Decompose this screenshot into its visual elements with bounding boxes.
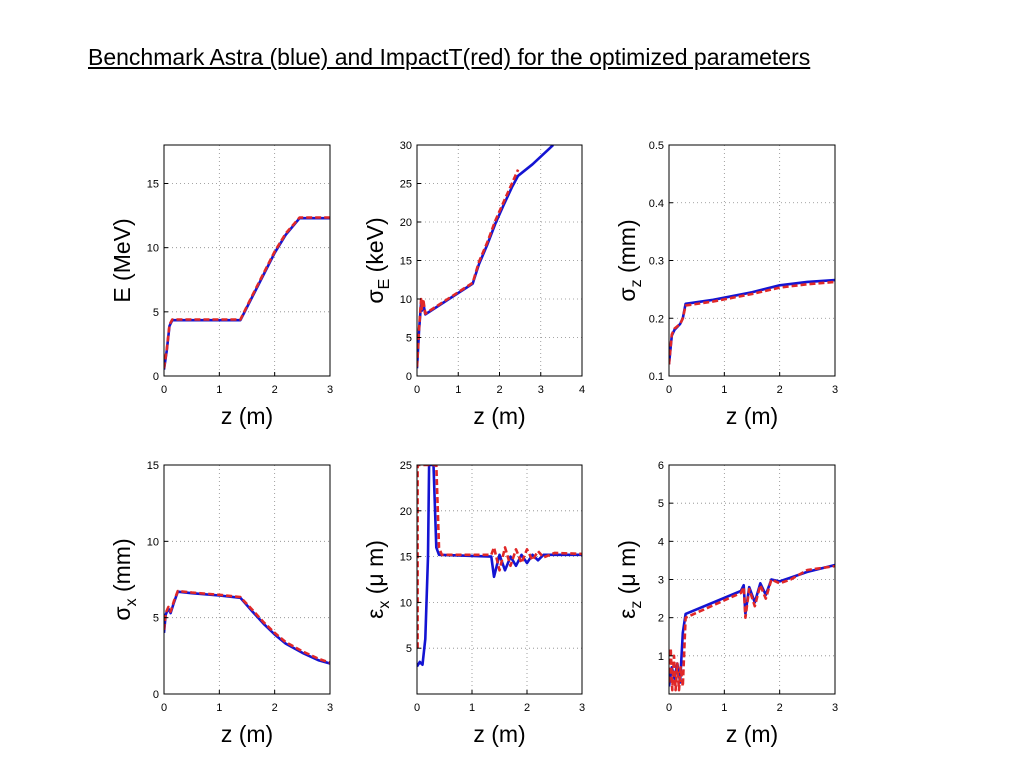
x-tick-label: 3	[538, 384, 544, 396]
slide-title: Benchmark Astra (blue) and ImpactT(red) …	[88, 44, 811, 70]
y-tick-label: 0	[406, 371, 412, 383]
y-tick-label: 5	[406, 333, 412, 345]
x-tick-label: 0	[666, 702, 672, 714]
y-tick-label: 6	[658, 460, 664, 472]
x-axis-label: z (m)	[221, 403, 273, 429]
x-tick-label: 0	[414, 702, 420, 714]
x-tick-label: 3	[832, 702, 838, 714]
series-line-impactt	[164, 589, 330, 664]
y-tick-label: 5	[153, 613, 159, 625]
x-tick-label: 2	[272, 702, 278, 714]
x-tick-label: 1	[216, 384, 222, 396]
x-tick-label: 0	[666, 384, 672, 396]
y-tick-label: 0.3	[649, 256, 664, 268]
y-tick-label: 10	[400, 294, 412, 306]
y-tick-label: 10	[147, 536, 159, 548]
x-tick-label: 1	[216, 702, 222, 714]
x-tick-label: 2	[777, 384, 783, 396]
series-line-impactt	[669, 280, 835, 365]
x-tick-label: 3	[832, 384, 838, 396]
x-tick-label: 1	[721, 384, 727, 396]
y-tick-label: 15	[400, 552, 412, 564]
y-tick-label: 25	[400, 460, 412, 472]
x-tick-label: 3	[579, 702, 585, 714]
x-tick-label: 0	[161, 702, 167, 714]
y-tick-label: 0.1	[649, 371, 664, 383]
y-tick-label: 0.4	[649, 198, 664, 210]
y-tick-label: 20	[400, 217, 412, 229]
y-tick-label: 30	[400, 140, 412, 152]
x-tick-label: 1	[455, 384, 461, 396]
x-tick-label: 0	[414, 384, 420, 396]
x-tick-label: 2	[777, 702, 783, 714]
x-tick-label: 1	[469, 702, 475, 714]
x-axis-label: z (m)	[221, 721, 273, 747]
series-line-astra	[417, 145, 554, 369]
y-tick-label: 0.2	[649, 313, 664, 325]
y-axis-label: E (MeV)	[109, 218, 135, 302]
y-tick-label: 15	[147, 460, 159, 472]
y-axis-label: σz (mm)	[614, 219, 645, 301]
series-line-astra	[164, 216, 330, 370]
x-axis-label: z (m)	[726, 721, 778, 747]
y-tick-label: 0.5	[649, 140, 664, 152]
series-line-astra	[417, 465, 582, 668]
y-tick-label: 0	[153, 371, 159, 383]
series-line-astra	[669, 563, 835, 687]
plot-frame	[416, 464, 583, 695]
x-tick-label: 4	[579, 384, 585, 396]
y-tick-label: 15	[147, 179, 159, 191]
y-axis-label: εx (μ m)	[362, 540, 393, 619]
x-tick-label: 1	[721, 702, 727, 714]
series-line-impactt	[164, 216, 330, 369]
y-tick-label: 20	[400, 506, 412, 518]
chart-panel-3: 0 1 2 3 0.1 0.2 0.3 0.4 0.5 z (m) σz (mm)	[614, 140, 838, 429]
series-line-impactt	[417, 465, 582, 649]
y-tick-label: 5	[658, 498, 664, 510]
y-tick-label: 1	[658, 651, 664, 663]
y-tick-label: 2	[658, 613, 664, 625]
y-tick-label: 5	[406, 643, 412, 655]
x-tick-label: 2	[272, 384, 278, 396]
x-axis-label: z (m)	[726, 403, 778, 429]
y-axis-label: σx (mm)	[109, 538, 140, 620]
series-line-impactt	[669, 564, 835, 692]
chart-panel-1: 0 1 2 3 0 5 10 15 z (m) E (MeV)	[109, 144, 333, 429]
y-tick-label: 10	[147, 243, 159, 255]
x-tick-label: 3	[327, 702, 333, 714]
y-tick-label: 3	[658, 575, 664, 587]
series-line-impactt	[417, 169, 520, 367]
y-tick-label: 15	[400, 256, 412, 268]
y-tick-label: 4	[658, 536, 664, 548]
y-tick-label: 5	[153, 307, 159, 319]
series-line-astra	[669, 278, 835, 365]
y-tick-label: 0	[153, 689, 159, 701]
plot-frame	[163, 144, 331, 377]
y-tick-label: 10	[400, 597, 412, 609]
x-axis-label: z (m)	[473, 403, 525, 429]
x-tick-label: 0	[161, 384, 167, 396]
chart-panel-4: 0 1 2 3 0 5 10 15 z (m) σx (mm)	[109, 460, 333, 747]
chart-panel-5: 0 1 2 3 5 10 15 20 25 z (m) εx (μ m)	[362, 460, 585, 747]
chart-panel-2: 0 1 2 3 4 0 5 10 15 20 25 30 z (m) σE (keV)	[362, 140, 585, 429]
x-tick-label: 2	[496, 384, 502, 396]
x-tick-label: 2	[524, 702, 530, 714]
plot-frame	[163, 464, 331, 695]
chart-panel-6: 0 1 2 3 1 2 3 4 5 6 z (m) εz (μ m)	[614, 460, 838, 747]
y-tick-label: 25	[400, 179, 412, 191]
x-tick-label: 3	[327, 384, 333, 396]
y-axis-label: σE (keV)	[362, 217, 393, 303]
y-axis-label: εz (μ m)	[614, 540, 645, 619]
x-axis-label: z (m)	[473, 721, 525, 747]
